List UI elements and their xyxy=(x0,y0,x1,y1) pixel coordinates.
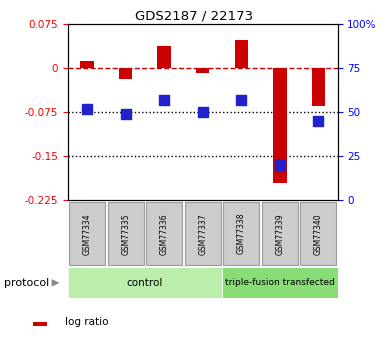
Bar xyxy=(196,68,210,73)
Point xyxy=(277,162,283,168)
Bar xyxy=(300,203,336,265)
Bar xyxy=(185,203,221,265)
Bar xyxy=(119,68,132,79)
Text: GSM77334: GSM77334 xyxy=(83,213,92,255)
Text: protocol: protocol xyxy=(4,278,49,288)
Bar xyxy=(33,322,47,326)
Polygon shape xyxy=(52,279,59,287)
Bar xyxy=(312,68,325,106)
Bar xyxy=(234,40,248,68)
Bar xyxy=(69,203,105,265)
Text: GSM77339: GSM77339 xyxy=(275,213,284,255)
Bar xyxy=(262,203,298,265)
Bar xyxy=(222,267,338,298)
Text: control: control xyxy=(127,278,163,288)
Text: GSM77336: GSM77336 xyxy=(160,213,169,255)
Text: triple-fusion transfected: triple-fusion transfected xyxy=(225,278,335,287)
Point xyxy=(123,111,129,117)
Text: log ratio: log ratio xyxy=(65,317,108,327)
Bar xyxy=(158,46,171,68)
Text: GSM77335: GSM77335 xyxy=(121,213,130,255)
Bar xyxy=(80,61,94,68)
Text: GDS2187 / 22173: GDS2187 / 22173 xyxy=(135,9,253,22)
Point xyxy=(161,97,167,102)
Bar xyxy=(107,203,144,265)
Point xyxy=(84,106,90,111)
Bar xyxy=(68,267,222,298)
Bar xyxy=(223,203,259,265)
Point xyxy=(200,109,206,115)
Bar xyxy=(273,68,286,183)
Point xyxy=(315,118,321,124)
Point xyxy=(238,97,244,102)
Bar xyxy=(146,203,182,265)
Text: GSM77338: GSM77338 xyxy=(237,213,246,255)
Text: GSM77337: GSM77337 xyxy=(198,213,207,255)
Text: GSM77340: GSM77340 xyxy=(314,213,323,255)
